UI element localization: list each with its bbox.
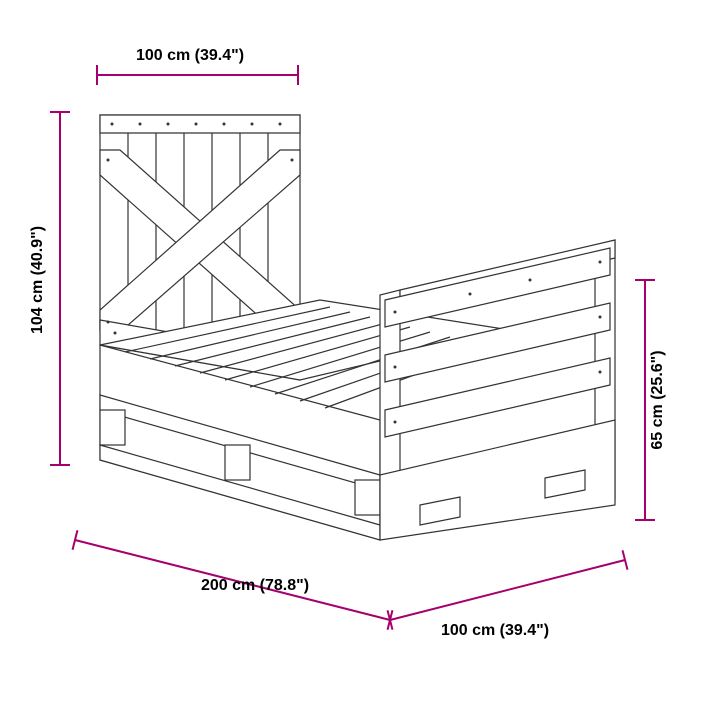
dimension-label: 100 cm (39.4") <box>136 47 244 64</box>
dimension-label: 100 cm (39.4") <box>441 622 549 639</box>
dimension-label: 65 cm (25.6") <box>649 350 666 449</box>
dimension-label: 200 cm (78.8") <box>201 577 309 594</box>
footboard <box>380 240 615 540</box>
dimension-label: 104 cm (40.9") <box>29 226 46 334</box>
dimension-diagram: 100 cm (39.4") 104 cm (40.9") 65 cm (25.6"… <box>0 0 705 705</box>
bed-frame <box>100 115 615 540</box>
